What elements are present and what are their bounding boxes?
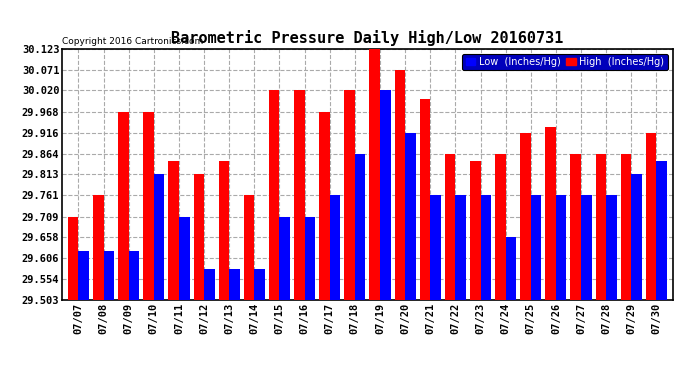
Bar	[104, 251, 114, 300]
Text: Copyright 2016 Cartronics.com: Copyright 2016 Cartronics.com	[62, 37, 204, 46]
Bar	[68, 216, 79, 300]
Bar	[571, 154, 581, 300]
Bar	[304, 216, 315, 300]
Bar	[621, 154, 631, 300]
Bar	[179, 216, 190, 300]
Bar	[204, 269, 215, 300]
Bar	[294, 90, 304, 300]
Bar	[656, 161, 667, 300]
Bar	[168, 161, 179, 300]
Bar	[581, 195, 591, 300]
Bar	[344, 90, 355, 300]
Bar	[118, 111, 129, 300]
Bar	[445, 154, 455, 300]
Bar	[244, 195, 255, 300]
Bar	[330, 195, 340, 300]
Bar	[606, 195, 617, 300]
Bar	[420, 99, 431, 300]
Bar	[93, 195, 104, 300]
Bar	[495, 154, 506, 300]
Bar	[279, 216, 290, 300]
Bar	[380, 90, 391, 300]
Bar	[269, 90, 279, 300]
Bar	[129, 251, 139, 300]
Bar	[556, 195, 566, 300]
Title: Barometric Pressure Daily High/Low 20160731: Barometric Pressure Daily High/Low 20160…	[171, 30, 564, 46]
Bar	[405, 133, 415, 300]
Bar	[531, 195, 542, 300]
Bar	[255, 269, 265, 300]
Bar	[520, 133, 531, 300]
Bar	[229, 269, 239, 300]
Bar	[455, 195, 466, 300]
Legend: Low  (Inches/Hg), High  (Inches/Hg): Low (Inches/Hg), High (Inches/Hg)	[462, 54, 668, 70]
Bar	[506, 237, 516, 300]
Bar	[219, 161, 229, 300]
Bar	[545, 127, 556, 300]
Bar	[355, 154, 366, 300]
Bar	[154, 174, 164, 300]
Bar	[79, 251, 89, 300]
Bar	[319, 111, 330, 300]
Bar	[631, 174, 642, 300]
Bar	[144, 111, 154, 300]
Bar	[431, 195, 441, 300]
Bar	[480, 195, 491, 300]
Bar	[193, 174, 204, 300]
Bar	[369, 49, 380, 300]
Bar	[595, 154, 606, 300]
Bar	[646, 133, 656, 300]
Bar	[470, 161, 480, 300]
Bar	[395, 70, 405, 300]
